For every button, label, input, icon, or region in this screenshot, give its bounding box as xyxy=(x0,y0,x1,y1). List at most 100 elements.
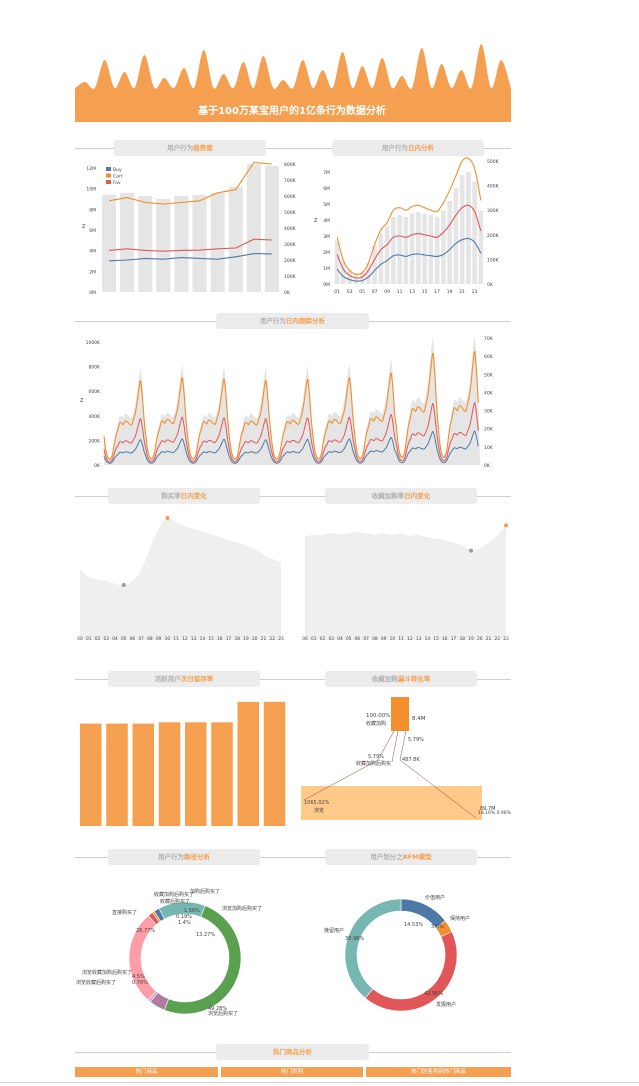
intraday-line-fav xyxy=(336,204,482,279)
intraday-x-tick: 05 xyxy=(359,289,365,295)
path-pct: 0.19% xyxy=(176,914,192,920)
fav-x-tick: 10 xyxy=(390,636,396,642)
trend-right-tick: 400K xyxy=(284,226,297,232)
conv-x-tick: 18 xyxy=(235,636,241,642)
fav-x-tick: 04 xyxy=(337,636,343,642)
section-intraday: 用户行为日内分析 xyxy=(332,140,484,156)
daily-right-tick: 40K xyxy=(484,390,494,396)
trend-bar xyxy=(210,192,225,292)
conv-x-tick: 14 xyxy=(200,636,206,642)
fav-x-tick: 11 xyxy=(398,636,404,642)
intraday-x-tick: 01 xyxy=(334,289,340,295)
fav-x-tick: 14 xyxy=(425,636,431,642)
funnel-base-block xyxy=(301,786,482,820)
intraday-bar xyxy=(341,261,346,284)
trend-bar xyxy=(156,199,171,292)
intraday-right-tick: 200K xyxy=(487,233,500,239)
trend-right-tick: 300K xyxy=(284,242,297,248)
section-hot: 热门商品分析 xyxy=(216,1044,369,1060)
path-slice xyxy=(158,901,206,920)
rfm-label: 保持用户 xyxy=(450,915,470,922)
intraday-bar xyxy=(334,240,340,284)
trend-bar xyxy=(264,165,280,292)
path-pct: 49.28% xyxy=(208,1006,227,1012)
intraday-bar xyxy=(453,188,459,284)
fav-x-tick: 15 xyxy=(433,636,439,642)
conv-x-tick: 17 xyxy=(226,636,232,642)
intraday-left-tick: 1M xyxy=(323,266,330,272)
trend-left-tick: 8M xyxy=(89,207,96,213)
trend-right-tick: 200K xyxy=(284,258,297,264)
conv-x-tick: 00 xyxy=(77,636,83,642)
conv-max-marker xyxy=(165,516,170,520)
funnel-label-pct: 5.79% xyxy=(408,737,424,743)
path-label: 浏览收藏加购后购买了 xyxy=(82,969,132,976)
fav-x-tick: 05 xyxy=(346,636,352,642)
funnel-label-pct: 100.00% xyxy=(366,713,390,719)
intraday-bar xyxy=(409,213,415,284)
conv-x-tick: 04 xyxy=(112,636,118,642)
fav-x-tick: 02 xyxy=(320,636,326,642)
intraday-bar xyxy=(372,245,377,284)
path-label: 浏览收藏后购买了 xyxy=(76,979,116,986)
footer-tab-hot-items-by-category[interactable]: 热门的各类别热门商品 xyxy=(366,1067,511,1077)
trend-legend-swatch xyxy=(106,180,111,184)
retention-bar xyxy=(263,701,286,826)
trend-line-buy xyxy=(108,253,272,262)
funnel-label-sub: 收藏加购后购买 xyxy=(356,760,391,767)
daily-right-tick: 10K xyxy=(484,445,494,451)
trend-legend-swatch xyxy=(106,173,111,178)
fav-x-tick: 03 xyxy=(328,636,334,642)
funnel-label-val: 89.7M xyxy=(480,806,495,812)
daily-line-buy xyxy=(103,430,479,464)
conv-x-tick: 20 xyxy=(252,636,258,642)
intraday-x-tick: 19 xyxy=(447,289,453,295)
trend-left-tick: 2M xyxy=(89,269,96,275)
intraday-left-tick: 0M xyxy=(323,282,330,288)
path-label: 收藏加购后购买了 xyxy=(154,891,194,898)
trend-legend-label: Cart xyxy=(113,174,123,180)
conv-x-tick: 15 xyxy=(208,636,214,642)
intraday-bar xyxy=(422,213,427,284)
trend-left-tick: 12M xyxy=(86,166,96,172)
conv-x-tick: 19 xyxy=(243,636,249,642)
intraday-bar xyxy=(459,175,465,284)
footer-tab-hot-items[interactable]: 热门商品 xyxy=(75,1067,218,1077)
path-pct: 1.4% xyxy=(178,920,191,926)
daily-right-tick: 70K xyxy=(484,336,494,342)
conv-x-tick: 05 xyxy=(121,636,127,642)
trend-legend-swatch xyxy=(106,167,111,171)
intraday-x-tick: 11 xyxy=(397,289,403,295)
fav-x-tick: 23 xyxy=(503,636,509,642)
intraday-x-tick: 09 xyxy=(384,289,390,295)
conv-x-tick: 02 xyxy=(95,636,101,642)
retention-bar xyxy=(132,723,155,826)
intraday-left-tick: 3M xyxy=(323,234,330,240)
daily-ylabel: Z xyxy=(80,398,84,404)
trend-line-fav xyxy=(108,238,272,252)
daily-left-tick: 400K xyxy=(88,414,101,420)
fav-x-tick: 01 xyxy=(311,636,317,642)
intraday-x-tick: 03 xyxy=(347,289,353,295)
daily-left-tick: 0K xyxy=(94,463,101,469)
section-path: 用户行为路径分析 xyxy=(108,849,260,865)
section-conv-day: 购买率日内变化 xyxy=(108,488,260,504)
funnel-top-block xyxy=(391,697,409,731)
fav-x-tick: 22 xyxy=(495,636,501,642)
intraday-bar xyxy=(397,215,402,284)
intraday-bar xyxy=(403,216,409,284)
path-label: 浏览加购后购买了 xyxy=(222,905,262,912)
intraday-right-tick: 0K xyxy=(487,282,494,288)
conv-x-tick: 11 xyxy=(173,636,179,642)
rfm-pct: 42.86% xyxy=(424,991,443,997)
intraday-bar xyxy=(441,210,446,284)
funnel-label-pct: 18.16% 0.96% xyxy=(478,810,512,816)
daily-left-tick: 600K xyxy=(88,389,101,395)
path-slice xyxy=(163,905,241,1015)
footer-tab-hot-categories[interactable]: 热门类别 xyxy=(221,1067,363,1077)
funnel-label-pct: 1065.02% xyxy=(304,800,330,806)
fav-x-tick: 00 xyxy=(302,636,308,642)
trend-bar xyxy=(228,186,243,292)
fav-x-tick: 20 xyxy=(477,636,483,642)
conv-x-tick: 09 xyxy=(156,636,162,642)
